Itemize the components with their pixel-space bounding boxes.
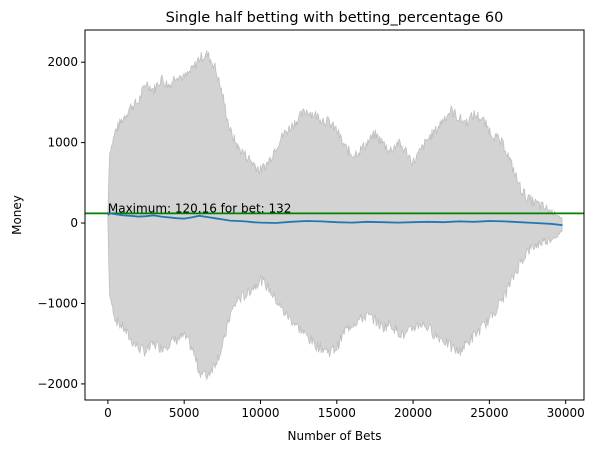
x-axis-label: Number of Bets [288,429,382,443]
chart-title: Single half betting with betting_percent… [166,10,504,26]
plot-area: Maximum: 120.16 for bet: 132 [84,29,585,401]
x-axis: 0 5000 10000 15000 20000 25000 30000 [104,400,585,420]
envelope-band [107,50,563,381]
y-tick-label: 2000 [47,55,78,69]
x-tick-label: 5000 [169,406,200,420]
y-tick-label: 0 [70,216,78,230]
y-tick-label: −2000 [37,377,78,391]
x-tick-label: 15000 [318,406,356,420]
x-tick-label: 25000 [470,406,508,420]
x-tick-label: 0 [104,406,112,420]
y-axis-label: Money [10,195,24,235]
y-axis: −2000 −1000 0 1000 2000 [37,55,85,391]
plot-content [85,50,584,381]
series-line-0 [107,212,563,226]
max-annotation: Maximum: 120.16 for bet: 132 [108,201,292,215]
y-tick-label: −1000 [37,296,78,310]
x-tick-label: 30000 [547,406,585,420]
y-tick-label: 1000 [47,136,78,150]
x-tick-label: 20000 [394,406,432,420]
plot-frame [84,29,585,401]
x-tick-label: 10000 [241,406,279,420]
